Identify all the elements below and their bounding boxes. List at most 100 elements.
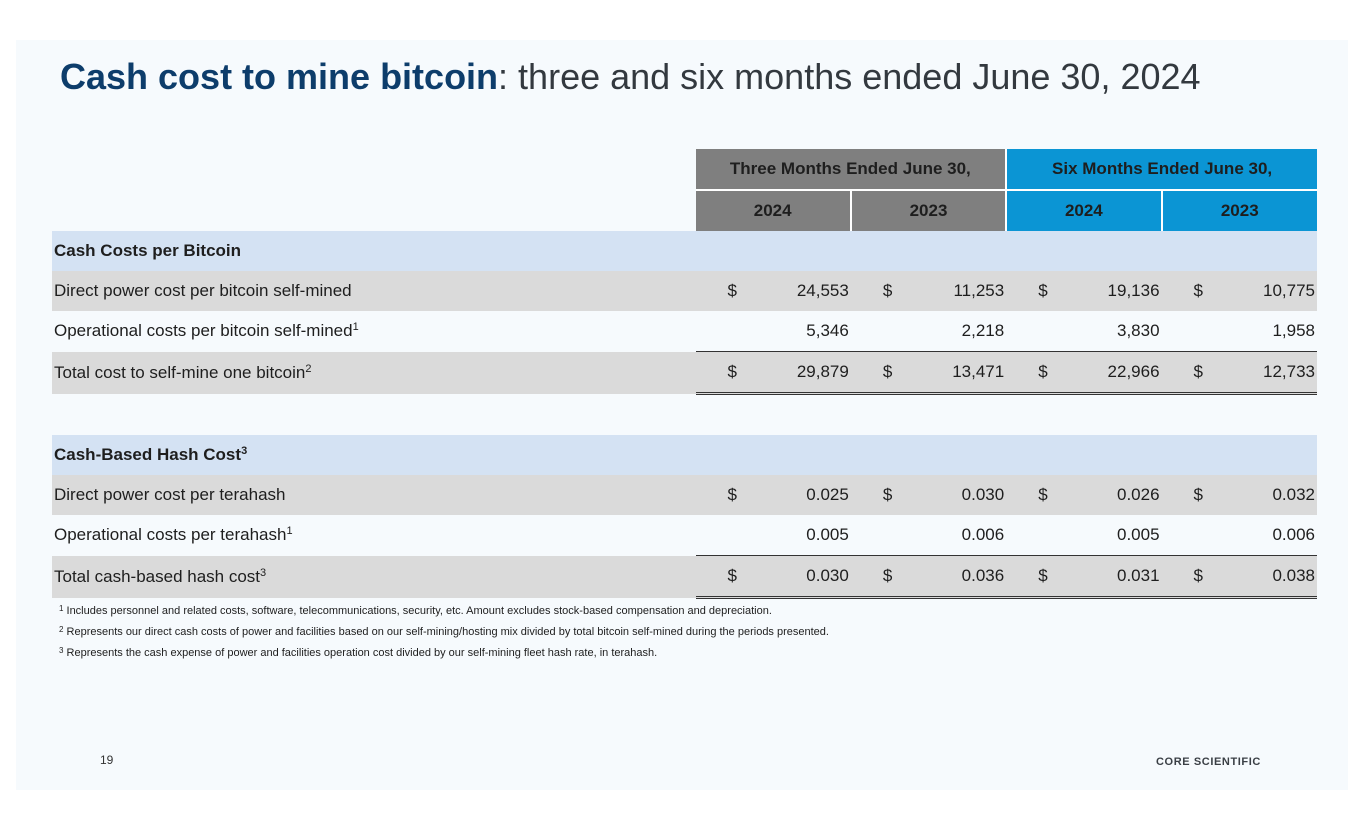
footnote-ref: 2 bbox=[305, 362, 312, 375]
currency-symbol: $ bbox=[850, 351, 892, 395]
cell-value: 12,733 bbox=[1201, 351, 1317, 395]
currency-symbol bbox=[1162, 515, 1202, 556]
cell-value: 0.025 bbox=[735, 475, 851, 515]
currency-symbol bbox=[1006, 311, 1046, 352]
cell-value: 5,346 bbox=[806, 321, 849, 340]
table-row: Operational costs per bitcoin self-mined… bbox=[52, 311, 1317, 352]
footnote: 1 Includes personnel and related costs, … bbox=[59, 605, 829, 618]
group-header-row: Three Months Ended June 30, Six Months E… bbox=[52, 149, 1317, 190]
row-label: Operational costs per bitcoin self-mined… bbox=[52, 311, 696, 352]
cell-value: 0.026 bbox=[1046, 475, 1162, 515]
section-spacer bbox=[52, 394, 1317, 436]
currency-symbol bbox=[696, 515, 736, 556]
section-title: Cash-Based Hash Cost3 bbox=[52, 435, 1317, 475]
row-label: Direct power cost per bitcoin self-mined bbox=[52, 271, 696, 311]
section-header-row: Cash-Based Hash Cost3 bbox=[52, 435, 1317, 475]
footnote-mark: 3 bbox=[59, 646, 64, 655]
currency-symbol: $ bbox=[1006, 555, 1048, 599]
currency-symbol bbox=[851, 515, 891, 556]
currency-symbol: $ bbox=[1006, 351, 1048, 395]
title-bold: Cash cost to mine bitcoin bbox=[60, 56, 499, 97]
row-label-text: Operational costs per bitcoin self-mined bbox=[54, 321, 353, 341]
row-label: Total cost to self-mine one bitcoin2 bbox=[52, 351, 696, 394]
table-row-total: Total cost to self-mine one bitcoin2 $ 2… bbox=[52, 351, 1317, 395]
header-year-6m-2023: 2023 bbox=[1160, 189, 1317, 231]
cell-value: 22,966 bbox=[1046, 351, 1162, 395]
footnote: 3 Represents the cash expense of power a… bbox=[59, 647, 829, 660]
cell-value: 0.006 bbox=[961, 525, 1005, 544]
cell-value: 0.036 bbox=[890, 555, 1007, 599]
currency-symbol: $ bbox=[1161, 351, 1203, 395]
currency-symbol: $ bbox=[1161, 475, 1203, 515]
cell-value: 19,136 bbox=[1046, 271, 1162, 311]
currency-symbol: $ bbox=[1161, 271, 1203, 311]
footnote-ref: 1 bbox=[352, 321, 359, 334]
title-rest: : three and six months ended June 30, 20… bbox=[498, 56, 1201, 97]
currency-symbol: $ bbox=[1006, 271, 1048, 311]
page-title: Cash cost to mine bitcoin: three and six… bbox=[60, 56, 1201, 98]
cell-value: 1,958 bbox=[1272, 321, 1315, 340]
section-header-row: Cash Costs per Bitcoin bbox=[52, 231, 1317, 271]
footnote-text: Represents the cash expense of power and… bbox=[63, 647, 658, 659]
footnote-text: Represents our direct cash costs of powe… bbox=[63, 626, 829, 638]
row-label-text: Operational costs per terahash bbox=[54, 525, 287, 545]
row-label-text: Direct power cost per terahash bbox=[54, 485, 286, 504]
cell-value: 13,471 bbox=[890, 351, 1007, 395]
table-row: Direct power cost per bitcoin self-mined… bbox=[52, 271, 1317, 311]
company-logo: CORE SCIENTIFIC bbox=[1156, 756, 1261, 768]
footnote: 2 Represents our direct cash costs of po… bbox=[59, 626, 829, 639]
header-year-3m-2024: 2024 bbox=[695, 189, 851, 231]
row-label: Total cash-based hash cost3 bbox=[52, 555, 696, 598]
cell-value: 2,218 bbox=[961, 321, 1005, 340]
currency-symbol bbox=[1006, 515, 1046, 556]
currency-symbol: $ bbox=[695, 271, 737, 311]
currency-symbol bbox=[696, 311, 736, 352]
currency-symbol: $ bbox=[695, 351, 737, 395]
table-row-total: Total cash-based hash cost3 $ 0.030 $ 0.… bbox=[52, 555, 1317, 599]
header-six-months: Six Months Ended June 30, bbox=[1005, 149, 1317, 190]
header-year-3m-2023: 2023 bbox=[849, 189, 1007, 231]
table-row: Operational costs per terahash1 0.005 0.… bbox=[52, 515, 1317, 556]
cost-table: Three Months Ended June 30, Six Months E… bbox=[52, 149, 1317, 599]
header-three-months: Three Months Ended June 30, bbox=[695, 149, 1007, 190]
table-row: Direct power cost per terahash $ 0.025 $… bbox=[52, 475, 1317, 515]
currency-symbol: $ bbox=[850, 475, 892, 515]
cell-value: 3,830 bbox=[1116, 321, 1160, 340]
header-spacer bbox=[52, 149, 696, 190]
section-title-text: Cash Costs per Bitcoin bbox=[54, 241, 242, 260]
footnote-mark: 1 bbox=[59, 604, 64, 613]
row-label-text: Total cash-based hash cost bbox=[54, 566, 261, 586]
row-label: Direct power cost per terahash bbox=[52, 475, 696, 515]
currency-symbol: $ bbox=[695, 475, 737, 515]
spacer-cell bbox=[52, 394, 1317, 436]
slide: Cash cost to mine bitcoin: three and six… bbox=[16, 40, 1348, 790]
section-title-text: Cash-Based Hash Cost bbox=[54, 445, 242, 464]
header-spacer bbox=[52, 190, 696, 231]
footnote-text: Includes personnel and related costs, so… bbox=[63, 605, 772, 617]
year-header-row: 2024 2023 2024 2023 bbox=[52, 189, 1317, 231]
currency-symbol: $ bbox=[1161, 555, 1203, 599]
footnote-ref: 3 bbox=[241, 445, 248, 457]
currency-symbol: $ bbox=[1006, 475, 1048, 515]
footnotes: 1 Includes personnel and related costs, … bbox=[59, 605, 829, 668]
cell-value: 0.038 bbox=[1201, 555, 1317, 599]
cell-value: 24,553 bbox=[735, 271, 851, 311]
cell-value: 10,775 bbox=[1201, 271, 1317, 311]
footnote-ref: 1 bbox=[286, 525, 293, 538]
row-label: Operational costs per terahash1 bbox=[52, 515, 696, 556]
row-label-text: Direct power cost per bitcoin self-mined bbox=[54, 281, 352, 300]
cell-value: 0.030 bbox=[735, 555, 851, 599]
section-title: Cash Costs per Bitcoin bbox=[52, 231, 1317, 271]
currency-symbol: $ bbox=[695, 555, 737, 599]
currency-symbol: $ bbox=[850, 555, 892, 599]
currency-symbol bbox=[851, 311, 891, 352]
header-year-6m-2024: 2024 bbox=[1005, 189, 1162, 231]
footnote-ref: 3 bbox=[260, 566, 267, 579]
cell-value: 29,879 bbox=[735, 351, 851, 395]
page-number: 19 bbox=[100, 753, 114, 767]
currency-symbol bbox=[1162, 311, 1202, 352]
currency-symbol: $ bbox=[850, 271, 892, 311]
row-label-text: Total cost to self-mine one bitcoin bbox=[54, 362, 306, 382]
cell-value: 0.030 bbox=[890, 475, 1007, 515]
cell-value: 0.032 bbox=[1201, 475, 1317, 515]
